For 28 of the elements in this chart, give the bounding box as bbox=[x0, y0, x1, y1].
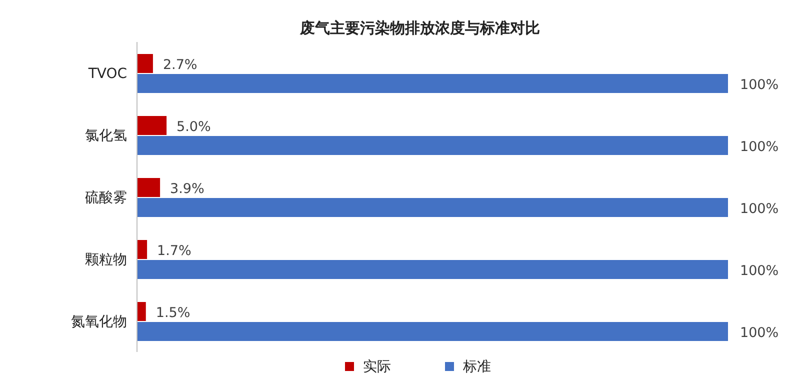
bar bbox=[137, 74, 728, 93]
bar bbox=[137, 178, 160, 197]
bar bbox=[137, 136, 728, 155]
data-label: 2.7% bbox=[162, 57, 198, 73]
legend-label: 实际 bbox=[363, 359, 391, 375]
legend-label: 标准 bbox=[462, 359, 491, 375]
bar bbox=[137, 260, 728, 279]
bar bbox=[137, 240, 148, 259]
chart-title: 废气主要污染物排放浓度与标准对比 bbox=[299, 19, 540, 37]
data-label: 3.9% bbox=[170, 181, 205, 197]
data-label: 100% bbox=[740, 139, 779, 155]
bar bbox=[137, 302, 146, 321]
data-label: 1.7% bbox=[157, 243, 192, 259]
data-label: 1.5% bbox=[156, 305, 190, 321]
y-tick-label: 氯化氢 bbox=[85, 128, 127, 144]
data-label: 100% bbox=[740, 201, 779, 217]
y-tick-label: 氮氧化物 bbox=[71, 314, 127, 330]
y-tick-label: TVOC bbox=[87, 66, 128, 82]
data-label: 100% bbox=[740, 263, 779, 279]
bar bbox=[137, 116, 167, 135]
data-label: 100% bbox=[740, 325, 779, 341]
data-label: 100% bbox=[740, 77, 779, 93]
bar bbox=[137, 322, 728, 341]
bar bbox=[137, 54, 153, 73]
data-label: 5.0% bbox=[176, 119, 212, 135]
y-tick-label: 硫酸雾 bbox=[85, 190, 127, 206]
y-tick-label: 颗粒物 bbox=[85, 252, 127, 268]
bar bbox=[137, 198, 728, 217]
